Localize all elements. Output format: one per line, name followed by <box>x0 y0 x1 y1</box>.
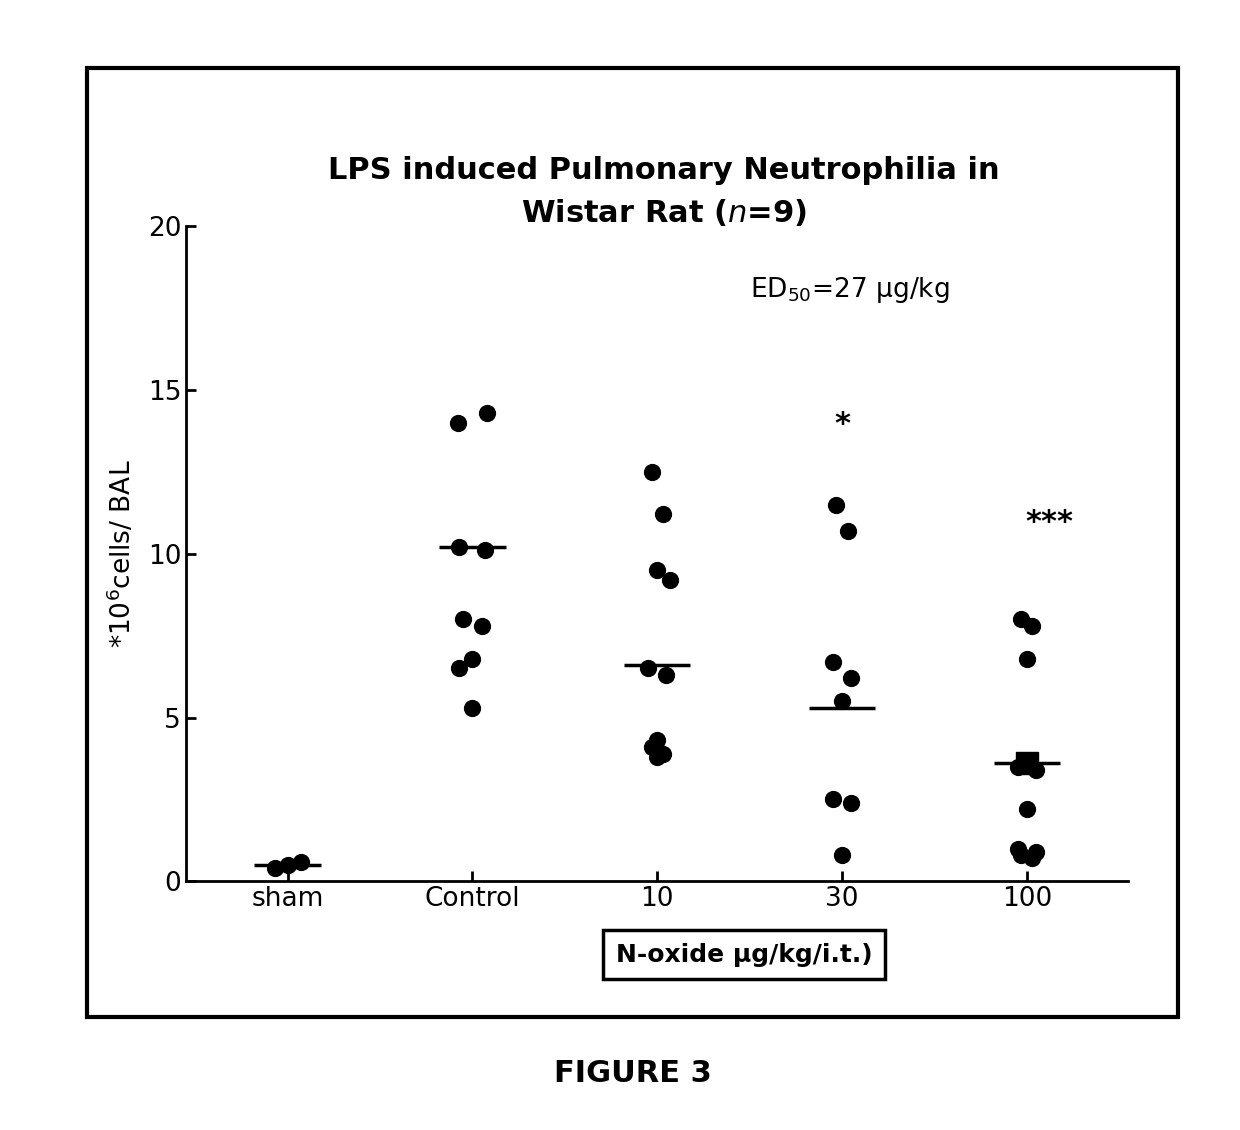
Point <box>660 571 680 589</box>
Point <box>823 653 843 671</box>
Point <box>1008 758 1028 776</box>
Point <box>1017 800 1037 818</box>
Point <box>647 562 667 580</box>
Point <box>1025 843 1045 861</box>
Text: ***: *** <box>1025 508 1073 538</box>
Point <box>647 748 667 766</box>
Point <box>832 846 852 864</box>
Point <box>463 698 482 716</box>
Point <box>652 505 672 523</box>
Point <box>278 857 298 875</box>
Point <box>1012 610 1032 628</box>
Point <box>463 650 482 668</box>
Text: *: * <box>835 410 849 440</box>
Point <box>823 791 843 809</box>
Point <box>448 414 467 432</box>
Point <box>647 731 667 749</box>
Point <box>1023 850 1043 868</box>
Point <box>1017 650 1037 668</box>
Point <box>832 692 852 711</box>
Point <box>642 463 662 481</box>
Text: FIGURE 3: FIGURE 3 <box>553 1059 712 1088</box>
Text: N-oxide μg/kg/i.t.): N-oxide μg/kg/i.t.) <box>616 942 872 967</box>
Point <box>827 496 847 514</box>
Text: LPS induced Pulmonary Neutrophilia in
Wistar Rat ($\mathit{n}$=9): LPS induced Pulmonary Neutrophilia in Wi… <box>327 156 999 228</box>
Point <box>642 738 662 756</box>
Point <box>454 610 474 628</box>
Point <box>841 669 861 687</box>
Point <box>477 403 497 421</box>
Point <box>290 853 310 871</box>
Point <box>1008 840 1028 858</box>
Point <box>1023 617 1043 635</box>
Y-axis label: $\mathregular{*10^6}$cells/ BAL: $\mathregular{*10^6}$cells/ BAL <box>107 460 136 647</box>
Point <box>1012 846 1032 864</box>
Point <box>1017 755 1037 773</box>
Point <box>652 745 672 763</box>
Point <box>1025 760 1045 779</box>
Point <box>837 522 857 540</box>
Point <box>450 538 470 556</box>
Point <box>841 793 861 811</box>
Point <box>475 541 495 559</box>
Point <box>656 666 676 684</box>
Point <box>639 660 658 678</box>
Point <box>450 660 470 678</box>
Point <box>471 617 491 635</box>
Text: ED$_{50}$=27 μg/kg: ED$_{50}$=27 μg/kg <box>750 276 949 305</box>
Point <box>265 859 285 877</box>
